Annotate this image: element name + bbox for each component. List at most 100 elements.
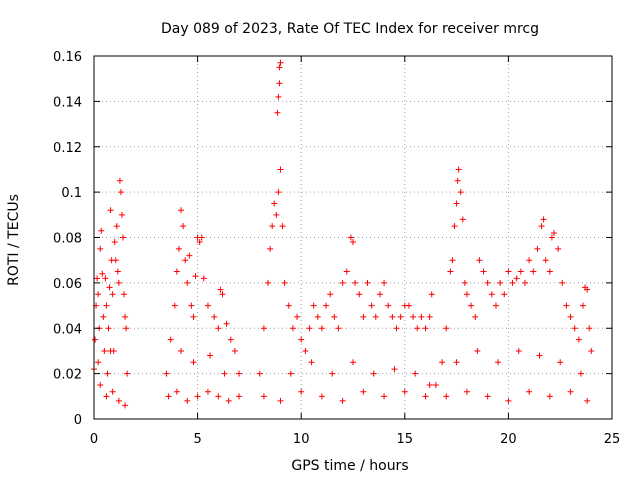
data-point-marker: [103, 393, 110, 400]
data-points: [91, 59, 595, 409]
data-point-marker: [103, 302, 110, 309]
data-point-marker: [104, 370, 111, 377]
data-point-marker: [219, 291, 226, 298]
data-point-marker: [227, 336, 234, 343]
data-point-marker: [526, 257, 533, 264]
data-point-marker: [105, 325, 112, 332]
data-point-marker: [275, 189, 282, 196]
data-point-marker: [376, 291, 383, 298]
data-point-marker: [323, 302, 330, 309]
data-point-marker: [115, 279, 122, 286]
x-axis-label: GPS time / hours: [291, 458, 408, 474]
data-point-marker: [381, 279, 388, 286]
data-point-marker: [279, 223, 286, 230]
data-point-marker: [298, 336, 305, 343]
data-point-marker: [122, 313, 129, 320]
data-point-marker: [256, 370, 263, 377]
data-point-marker: [111, 239, 118, 246]
data-point-marker: [182, 257, 189, 264]
data-point-marker: [99, 270, 106, 277]
data-point-marker: [204, 302, 211, 309]
data-point-marker: [285, 302, 292, 309]
data-point-marker: [505, 268, 512, 275]
data-point-marker: [275, 93, 282, 100]
data-point-marker: [472, 313, 479, 320]
data-point-marker: [476, 257, 483, 264]
data-point-marker: [356, 291, 363, 298]
data-point-marker: [167, 336, 174, 343]
data-point-marker: [97, 245, 104, 252]
data-point-marker: [267, 245, 274, 252]
data-point-marker: [443, 325, 450, 332]
data-point-marker: [221, 370, 228, 377]
data-point-marker: [318, 393, 325, 400]
data-point-marker: [178, 347, 185, 354]
data-point-marker: [414, 325, 421, 332]
data-point-marker: [488, 291, 495, 298]
data-point-marker: [273, 211, 280, 218]
data-point-marker: [265, 279, 272, 286]
data-point-marker: [391, 366, 398, 373]
data-point-marker: [116, 177, 123, 184]
data-point-marker: [217, 286, 224, 293]
data-point-marker: [352, 279, 359, 286]
data-point-marker: [495, 359, 502, 366]
data-point-marker: [120, 234, 127, 241]
y-tick-label: 0.12: [53, 141, 82, 156]
data-point-marker: [186, 252, 193, 259]
data-point-marker: [347, 234, 354, 241]
data-point-marker: [124, 370, 131, 377]
data-point-marker: [577, 370, 584, 377]
data-point-marker: [455, 166, 462, 173]
data-point-marker: [175, 245, 182, 252]
data-point-marker: [513, 275, 520, 282]
data-point-marker: [260, 393, 267, 400]
data-point-marker: [200, 275, 207, 282]
data-point-marker: [542, 257, 549, 264]
data-point-marker: [350, 239, 356, 246]
data-point-marker: [461, 279, 468, 286]
x-tick-label: 15: [397, 432, 414, 447]
data-point-marker: [343, 268, 350, 275]
data-point-marker: [329, 370, 336, 377]
data-point-marker: [327, 291, 334, 298]
data-point-marker: [173, 388, 180, 395]
data-point-marker: [97, 381, 104, 388]
data-point-marker: [215, 393, 222, 400]
data-point-marker: [567, 313, 574, 320]
data-point-marker: [492, 302, 499, 309]
data-point-marker: [225, 397, 232, 404]
data-point-marker: [557, 359, 564, 366]
data-point-marker: [432, 381, 439, 388]
data-point-marker: [113, 223, 120, 230]
data-point-marker: [517, 268, 524, 275]
data-point-marker: [92, 336, 99, 343]
data-point-marker: [457, 189, 464, 196]
data-point-marker: [559, 279, 566, 286]
data-point-marker: [231, 347, 238, 354]
data-point-marker: [534, 245, 541, 252]
data-point-marker: [215, 325, 222, 332]
y-tick-label: 0: [74, 413, 82, 428]
data-point-marker: [385, 302, 392, 309]
data-point-marker: [112, 257, 119, 264]
x-tick-label: 10: [293, 432, 310, 447]
data-point-marker: [117, 189, 124, 196]
y-tick-label: 0.16: [53, 50, 82, 65]
data-point-marker: [453, 200, 460, 207]
data-point-marker: [281, 279, 288, 286]
data-point-marker: [306, 325, 313, 332]
data-point-marker: [196, 239, 203, 246]
data-point-marker: [192, 273, 199, 280]
data-point-marker: [178, 207, 185, 214]
data-point-marker: [314, 313, 321, 320]
data-point-marker: [310, 302, 317, 309]
data-point-marker: [173, 268, 180, 275]
data-point-marker: [368, 302, 375, 309]
data-point-marker: [298, 388, 305, 395]
data-point-marker: [274, 109, 281, 116]
y-tick-label: 0.02: [53, 368, 82, 383]
data-point-marker: [236, 370, 243, 377]
data-point-marker: [401, 388, 408, 395]
axis-ticks: 0 0.02 0.04 0.06 0.08 0.1 0.12 0.14 0.16 0 5 10 15 20…: [53, 50, 620, 447]
